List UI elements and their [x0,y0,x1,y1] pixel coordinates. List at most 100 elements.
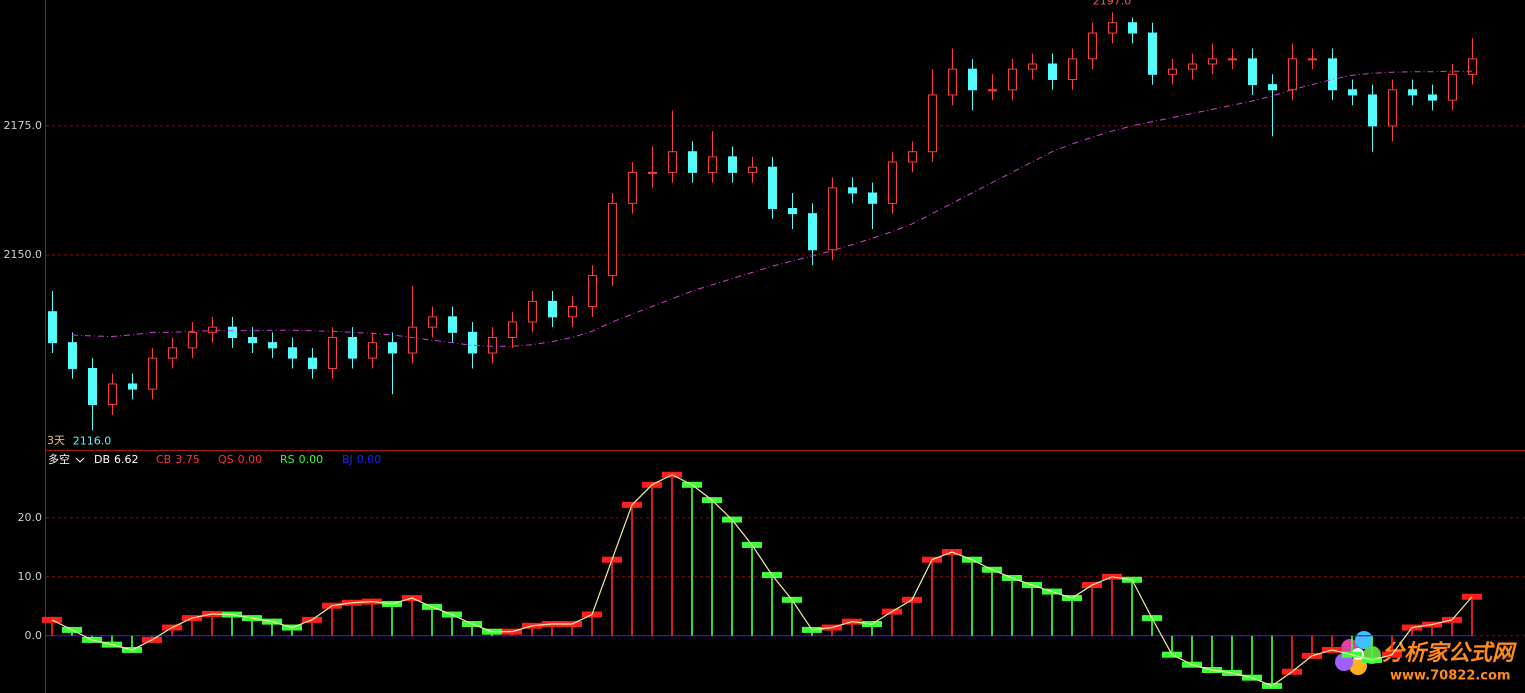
indicator-bar [1451,619,1453,636]
candle-body [468,331,477,354]
candle-body [1288,58,1297,91]
indicator-bar [231,614,233,636]
extreme-label: 2116.0 [73,434,112,447]
legend-value: 0.00 [357,453,382,466]
indicator-bar [51,619,53,636]
candle-body [688,151,697,173]
candle-body [608,202,617,277]
indicator-bar [671,474,673,636]
candle-body [128,383,137,390]
legend-name: DB [94,453,110,466]
indicator-bar [1051,591,1053,636]
dropdown-icon[interactable] [75,457,85,463]
candle-body [1448,73,1457,101]
candle-body [888,161,897,204]
candle-body [1148,32,1157,75]
indicator-bar [1011,577,1013,636]
y-tick-label: 2175.0 [4,119,43,132]
candle-body [1188,63,1197,70]
candle-body [1068,58,1077,80]
candle-body [768,166,777,209]
indicator-bar [631,504,633,636]
indicator-bar [191,618,193,636]
candle-body [448,316,457,333]
indicator-bar [911,599,913,636]
indicator-bar [531,625,533,636]
legend-name: BJ [342,453,353,466]
indicator-bar [691,484,693,636]
candle-body [1128,22,1137,34]
candle-body [948,68,957,96]
indicator-bar [1151,618,1153,636]
indicator-bar [111,635,113,645]
candle-body [328,337,337,369]
indicator-bar [1231,635,1233,673]
candle-body [728,156,737,173]
candle-body [848,187,857,194]
indicator-bar [1291,635,1293,672]
candle-body [1248,58,1257,86]
candle-body [168,347,177,359]
indicator-bar [451,614,453,636]
candle-body [1388,89,1397,127]
indicator-bar [1111,576,1113,636]
indicator-bar [651,484,653,636]
indicator-bar [291,627,293,636]
candle-body [928,94,937,153]
y-tick-label: 2150.0 [4,248,43,261]
candle-body [388,342,397,354]
indicator-bar [1191,635,1193,665]
indicator-bar [1431,624,1433,636]
candle-body [748,166,757,173]
candle-body [628,171,637,204]
candle-body [88,367,97,406]
indicator-bar [551,623,553,636]
candle-body [488,337,497,354]
moving-average [71,70,1472,347]
candle-body [1028,63,1037,70]
candle-body [1048,63,1057,80]
legend-value: 0.00 [299,453,324,466]
legend-value: 0.00 [238,453,263,466]
indicator-bar [1091,585,1093,636]
indicator-bar [1351,635,1353,655]
candle-body [1088,32,1097,60]
candle-body [1428,94,1437,101]
indicator-bar [771,575,773,636]
watermark-title: 分析家公式网 [1382,640,1517,666]
indicator-bar [991,569,993,636]
candle-body [1368,94,1377,127]
indicator-bar [311,619,313,636]
indicator-bar [871,623,873,636]
candle-body [1308,58,1317,61]
candle-body [268,342,277,349]
candle-body [968,68,977,91]
indicator-bar [251,618,253,636]
indicator-bar [1031,585,1033,636]
indicator-bar [1271,635,1273,686]
candle-body [188,331,197,349]
indicator-bar [171,627,173,636]
indicator-bar [791,599,793,636]
candle-body [348,337,357,359]
indicator-bar [711,500,713,636]
indicator-bar [1411,627,1413,636]
candle-body [68,342,77,369]
legend-value: 6.62 [114,453,139,466]
candle-body [708,156,717,173]
candle-body [528,300,537,323]
indicator-bar [131,635,133,650]
indicator-bar [391,603,393,636]
indicator-bar [371,601,373,636]
candle-body [308,357,317,369]
candle-body [788,207,797,215]
indicator-bar [971,559,973,636]
candle-body [1008,68,1017,91]
indicator-bar [951,552,953,636]
candle-body [288,347,297,359]
candle-body [548,300,557,318]
indicator-bar [271,621,273,636]
indicator-bar [331,605,333,636]
candle-body [1268,84,1277,91]
y-tick-label: 0.0 [25,629,43,642]
